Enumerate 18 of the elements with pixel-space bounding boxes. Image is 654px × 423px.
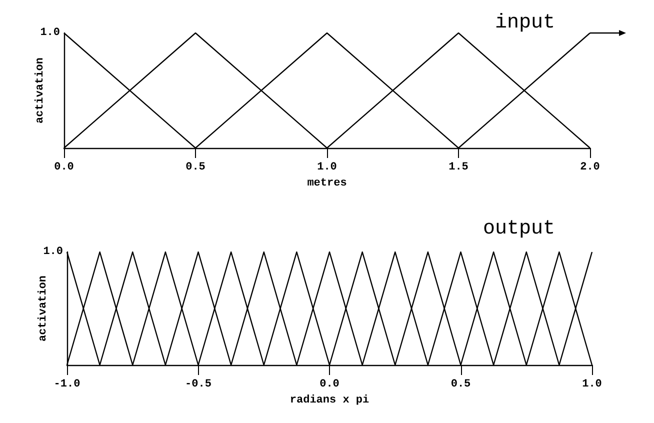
x-tick-label: 0.0 — [320, 378, 340, 390]
x-tick-label: 1.5 — [448, 162, 469, 174]
y-axis-title: activation — [38, 275, 50, 342]
y-axis-title: activation — [34, 57, 46, 124]
chart-title: output — [482, 218, 556, 240]
x-tick-label: 0.5 — [450, 378, 472, 390]
x-tick-label: -1.0 — [54, 378, 80, 390]
chart-title: input — [494, 12, 556, 34]
x-tick-label: 0.5 — [186, 162, 206, 174]
x-tick-label: -0.5 — [185, 378, 212, 390]
x-tick-label: 0.0 — [54, 162, 74, 174]
text: 1.0 — [40, 27, 60, 39]
text: 1.0 — [43, 246, 63, 258]
x-axis-title: radians x pi — [290, 394, 370, 406]
x-axis-title: metres — [307, 177, 347, 190]
x-tick-label: 1.0 — [317, 162, 337, 174]
x-tick-label: 1.0 — [582, 378, 602, 390]
x-tick-label: 2.0 — [580, 162, 600, 174]
